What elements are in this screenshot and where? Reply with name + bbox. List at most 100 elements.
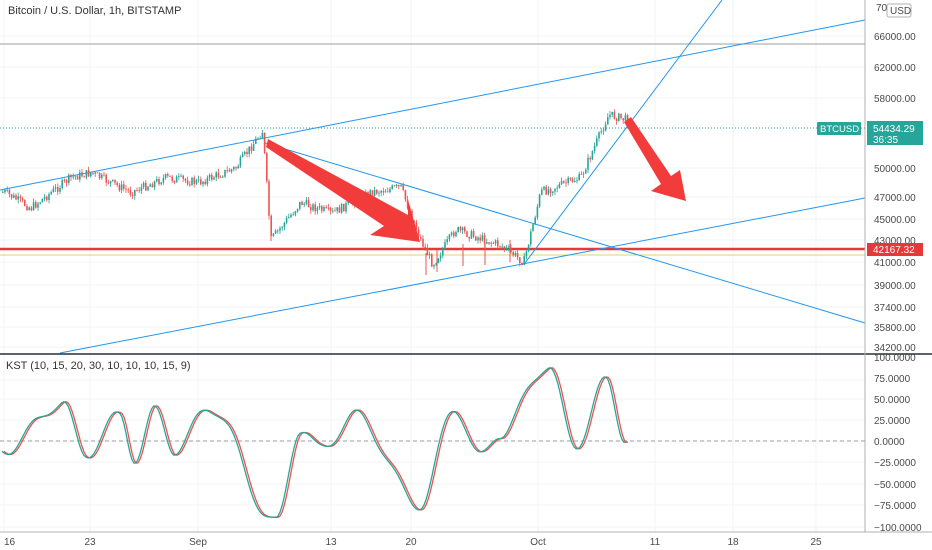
candle-body <box>26 205 28 211</box>
candle-body <box>288 217 290 219</box>
candle-body <box>261 132 264 139</box>
candle-body <box>10 194 13 198</box>
candle-body <box>468 236 470 239</box>
candle-body <box>457 226 459 232</box>
down-arrow-left[interactable] <box>266 139 420 242</box>
time-axis[interactable]: 16 23 Sep 13 20 Oct 11 18 25 <box>4 537 822 548</box>
candle-body <box>604 124 607 131</box>
candle-body <box>378 192 380 194</box>
candle-body <box>560 181 563 185</box>
candle-body <box>147 186 149 191</box>
candle-body <box>213 177 215 180</box>
candle-body <box>68 174 70 183</box>
time-tick-label: 13 <box>325 537 337 548</box>
time-tick-label: Sep <box>189 537 207 548</box>
candle-body <box>149 184 151 187</box>
candle-body <box>59 188 61 192</box>
candle-body <box>433 265 435 267</box>
candle-body <box>343 203 345 212</box>
time-tick-label: 11 <box>650 537 661 548</box>
candle-body <box>204 181 206 185</box>
support-badge: 42167.32 <box>873 245 915 256</box>
candle-body <box>413 220 415 223</box>
time-tick-label: 20 <box>405 537 417 548</box>
candle-body <box>171 176 173 181</box>
down-arrow-right[interactable] <box>624 117 686 201</box>
candle-body <box>123 184 125 189</box>
time-tick-label: 23 <box>84 537 96 548</box>
price-axis[interactable]: 66000.0062000.0058000.0053000.0050000.00… <box>874 32 916 354</box>
candle-body <box>76 176 79 180</box>
candle-body <box>547 189 550 195</box>
candle-body <box>327 207 330 209</box>
candle-body <box>215 172 217 178</box>
price-tick-label: 66000.00 <box>874 32 916 43</box>
candle-body <box>492 242 495 244</box>
candle-body <box>17 196 19 200</box>
descending-trendline[interactable] <box>264 142 866 324</box>
kst-line[interactable] <box>1 366 627 518</box>
candle-body <box>120 184 123 191</box>
candle-body <box>142 182 145 188</box>
candle-body <box>312 204 314 211</box>
candle-body <box>466 231 468 237</box>
candle-body <box>2 192 4 193</box>
kst-tick-label: −100.0000 <box>874 523 922 534</box>
candle-body <box>134 189 136 196</box>
candle-body <box>37 203 39 208</box>
candle-body <box>274 230 277 234</box>
candle-body <box>424 246 426 248</box>
candle-body <box>439 255 442 259</box>
candle-body <box>92 172 94 174</box>
candle-body <box>35 202 37 208</box>
candle-body <box>459 226 462 231</box>
candle-body <box>219 177 222 178</box>
price-tick-label: 37400.00 <box>874 303 916 314</box>
kst-axis[interactable]: 100.0000 75.0000 50.0000 25.0000 0.0000 −25.0… <box>874 353 922 534</box>
candle-body <box>442 248 444 256</box>
candle-body <box>24 200 26 206</box>
candle-body <box>65 179 68 183</box>
time-tick-label: 16 <box>4 537 16 548</box>
candle-body <box>395 185 398 187</box>
candle-body <box>565 182 567 184</box>
candle-body <box>173 180 176 183</box>
candle-body <box>281 227 283 229</box>
candle-body <box>90 172 92 177</box>
candle-body <box>43 196 46 199</box>
kst-tick-label: 100.0000 <box>874 353 916 364</box>
price-tick-top-partial: 70 <box>876 3 888 14</box>
candle-body <box>479 237 481 241</box>
candle-body <box>6 189 8 191</box>
candle-body <box>334 210 336 212</box>
currency-badge-box[interactable] <box>886 3 912 18</box>
candle-body <box>503 246 506 249</box>
candle-body <box>175 176 178 183</box>
upper-channel-trendline[interactable] <box>0 19 866 191</box>
kst-signal-line[interactable] <box>3 366 629 518</box>
candle-body <box>582 173 585 175</box>
candle-body <box>435 262 437 266</box>
candle-body <box>620 113 622 119</box>
candle-body <box>571 179 574 183</box>
candle-body <box>244 151 246 155</box>
candle-body <box>622 118 624 121</box>
lower-channel-trendline[interactable] <box>59 197 866 354</box>
time-tick-label: 25 <box>810 537 822 548</box>
candle-body <box>83 176 85 178</box>
candle-body <box>585 169 587 174</box>
candle-body <box>296 208 299 212</box>
candle-body <box>514 253 517 256</box>
support-badge-box <box>867 243 923 256</box>
candle-body <box>373 189 376 196</box>
candle-body <box>527 244 530 252</box>
countdown-label: 36:35 <box>873 135 898 146</box>
candle-body <box>505 247 508 249</box>
candle-body <box>145 182 147 191</box>
steep-ascending-trendline[interactable] <box>524 0 723 264</box>
candle-body <box>116 182 118 186</box>
price-tick-label: 62000.00 <box>874 63 916 74</box>
candle-body <box>552 191 554 194</box>
